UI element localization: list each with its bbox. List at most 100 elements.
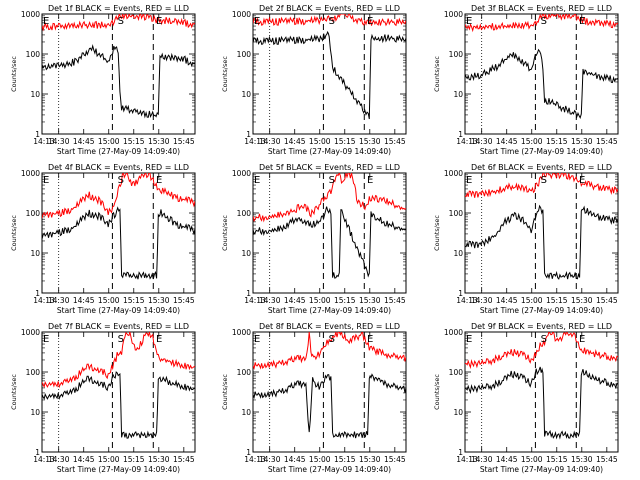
x-tick-label: 14:45 [284,137,306,146]
x-tick-label: 15:30 [571,296,593,305]
interval-marker: E [367,16,373,27]
plot-frame [464,172,619,294]
series-line [42,206,195,280]
series-line [42,14,195,32]
interval-marker: S [541,175,547,186]
x-tick-label: 14:45 [73,296,95,305]
x-tick-label: 15:45 [173,455,195,464]
series-line [465,48,618,119]
x-tick-label: 14:30 [471,296,493,305]
y-tick-label: 1000 [21,10,40,19]
y-tick-label: 100 [449,368,464,377]
plot-frame [41,13,196,135]
series-group [465,14,618,119]
x-axis-label: Start Time (27-May-09 14:09:40) [57,465,180,474]
x-tick-label: 15:45 [384,455,406,464]
y-axis-label: Counts/sec [10,374,18,410]
interval-marker: E [254,175,260,186]
plot-frame [41,172,196,294]
x-tick-label: 15:00 [98,296,120,305]
y-tick-label: 1000 [232,10,251,19]
x-tick-label: 15:30 [571,455,593,464]
x-tick-label: 15:30 [148,296,170,305]
series-line [42,371,195,439]
x-tick-label: 14:13 [244,455,266,464]
interval-marker: E [579,16,585,27]
x-tick-label: 14:45 [73,137,95,146]
series-line [465,332,618,370]
series-line [253,373,406,439]
series-group [465,332,618,440]
series-line [42,173,195,219]
chart-title: Det 3f BLACK = Events, RED = LLD [471,4,612,13]
x-axis-label: Start Time (27-May-09 14:09:40) [268,306,391,315]
y-tick-label: 10 [241,90,251,99]
x-tick-label: 15:00 [309,296,331,305]
chart-panel: Det 4f BLACK = Events, RED = LLD 1 10 100 10… [10,163,196,315]
interval-marker: S [329,16,335,27]
x-tick-label: 14:30 [259,296,281,305]
y-axis-label: Counts/sec [433,56,441,92]
y-tick-label: 10 [30,249,40,258]
plot-frame [464,331,619,453]
interval-marker: E [254,334,260,345]
series-group [253,14,406,120]
y-axis-label: Counts/sec [221,56,229,92]
y-axis-label: Counts/sec [10,215,18,251]
x-axis-label: Start Time (27-May-09 14:09:40) [480,465,603,474]
series-line [253,14,406,27]
y-tick-label: 100 [449,50,464,59]
chart-panel: Det 8f BLACK = Events, RED = LLD 1 10 100 10… [221,322,407,474]
x-tick-label: 15:45 [596,455,618,464]
x-tick-label: 14:13 [33,137,55,146]
y-tick-label: 100 [26,209,41,218]
y-tick-label: 1000 [444,10,463,19]
x-tick-label: 15:15 [546,296,568,305]
y-tick-label: 10 [453,249,463,258]
x-tick-label: 14:30 [48,455,70,464]
x-tick-label: 14:13 [456,296,478,305]
y-tick-label: 1000 [444,169,463,178]
y-tick-label: 1 [458,130,463,139]
x-tick-label: 14:45 [496,296,518,305]
x-tick-label: 14:45 [496,455,518,464]
x-tick-label: 14:13 [33,296,55,305]
x-tick-label: 15:30 [359,455,381,464]
y-tick-label: 100 [26,50,41,59]
interval-marker: E [579,334,585,345]
chart-title: Det 8f BLACK = Events, RED = LLD [259,322,400,331]
x-tick-label: 14:30 [259,137,281,146]
x-axis-label: Start Time (27-May-09 14:09:40) [268,465,391,474]
y-axis-label: Counts/sec [433,215,441,251]
chart-title: Det 4f BLACK = Events, RED = LLD [48,163,189,172]
x-tick-label: 15:45 [173,296,195,305]
x-tick-label: 14:30 [48,137,70,146]
x-tick-label: 15:45 [173,137,195,146]
x-tick-label: 15:30 [359,296,381,305]
x-tick-label: 15:00 [98,455,120,464]
chart-panel: Det 1f BLACK = Events, RED = LLD 1 10 100 10… [10,4,196,156]
y-tick-label: 1 [458,448,463,457]
interval-marker: E [466,175,472,186]
y-tick-label: 1 [246,448,251,457]
chart-title: Det 6f BLACK = Events, RED = LLD [471,163,612,172]
x-tick-label: 15:45 [596,137,618,146]
x-tick-label: 15:00 [521,137,543,146]
x-axis-label: Start Time (27-May-09 14:09:40) [268,147,391,156]
y-tick-label: 100 [237,209,252,218]
y-tick-label: 100 [26,368,41,377]
plot-frame [41,331,196,453]
interval-marker: S [541,334,547,345]
interval-marker: E [156,334,162,345]
chart-title: Det 9f BLACK = Events, RED = LLD [471,322,612,331]
x-axis-label: Start Time (27-May-09 14:09:40) [57,147,180,156]
x-tick-label: 15:45 [384,296,406,305]
series-group [465,173,618,280]
x-tick-label: 15:30 [148,137,170,146]
plot-frame [252,13,407,135]
chart-panel: Det 5f BLACK = Events, RED = LLD 1 10 100 10… [221,163,407,315]
chart-title: Det 1f BLACK = Events, RED = LLD [48,4,189,13]
interval-marker: E [579,175,585,186]
series-line [42,332,195,389]
y-tick-label: 1 [246,289,251,298]
